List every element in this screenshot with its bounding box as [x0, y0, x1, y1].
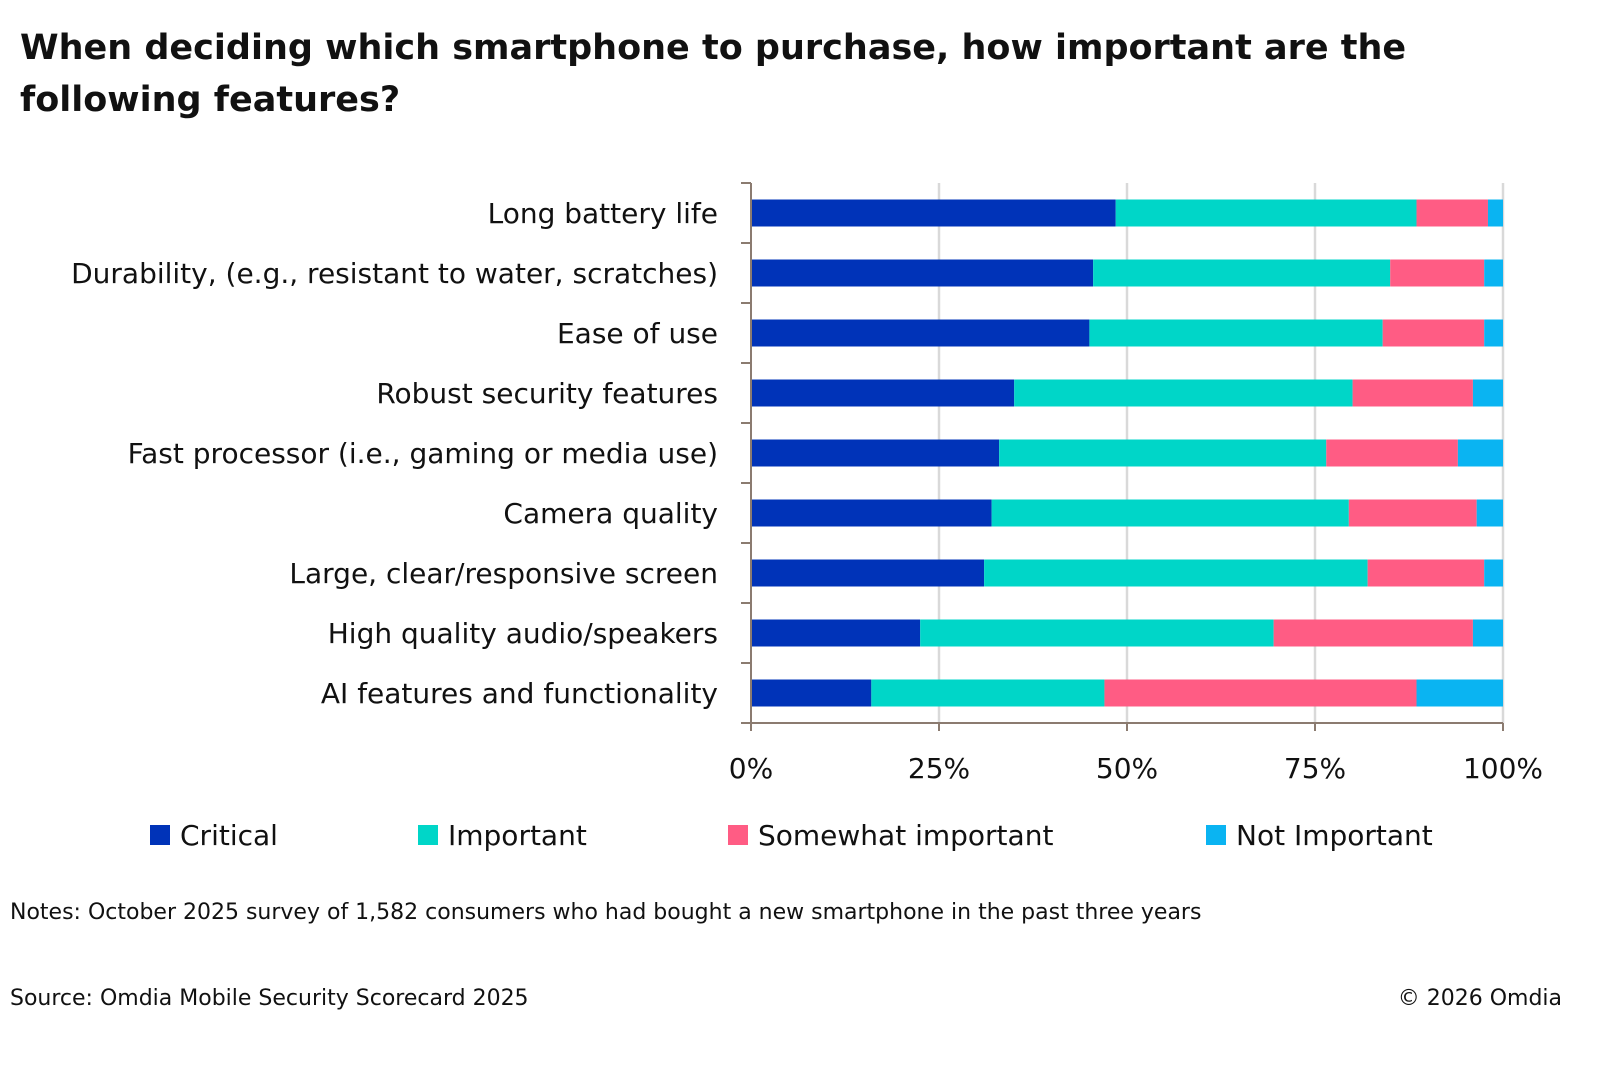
bar-critical-robust-security-features: [751, 379, 1015, 407]
legend-item-critical: Critical: [150, 810, 278, 860]
chart-source: Source: Omdia Mobile Security Scorecard …: [10, 986, 529, 1011]
bar-somewhat-important-durability-e-g-resistant-to-water-scratches: [1390, 259, 1485, 287]
x-tick-label-0pct: 0%: [729, 752, 773, 785]
tick-labels: 0% 25% 50% 75% 100%: [729, 752, 1543, 785]
bar-not-important-fast-processor-i-e-gaming-or-media-use: [1457, 439, 1503, 467]
category-label-long-battery-life: Long battery life: [488, 197, 718, 230]
category-label-ease-of-use: Ease of use: [557, 317, 718, 350]
bar-important-camera-quality: [991, 499, 1349, 527]
bar-critical-large-clear-responsive-screen: [751, 559, 985, 587]
axes: [741, 182, 1504, 731]
bar-important-robust-security-features: [1014, 379, 1353, 407]
bar-critical-fast-processor-i-e-gaming-or-media-use: [751, 439, 1000, 467]
category-label-camera-quality: Camera quality: [503, 497, 718, 530]
bar-not-important-durability-e-g-resistant-to-water-scratches: [1484, 259, 1503, 287]
legend-swatch-somewhat-important: [728, 825, 748, 845]
bar-critical-ai-features-and-functionality: [751, 679, 872, 707]
legend: Critical Important Somewhat important No…: [0, 810, 1600, 860]
category-label-ai-features-and-functionality: AI features and functionality: [321, 677, 718, 710]
bar-important-large-clear-responsive-screen: [984, 559, 1368, 587]
bar-critical-high-quality-audio-speakers: [751, 619, 921, 647]
legend-item-not-important: Not Important: [1206, 810, 1433, 860]
bar-not-important-high-quality-audio-speakers: [1472, 619, 1503, 647]
bars: [751, 199, 1503, 707]
category-label-fast-processor-i-e-gaming-or-media-use: Fast processor (i.e., gaming or media us…: [128, 437, 718, 470]
category-label-high-quality-audio-speakers: High quality audio/speakers: [328, 617, 718, 650]
category-label-large-clear-responsive-screen: Large, clear/responsive screen: [289, 557, 718, 590]
copyright-notice: © 2026 Omdia: [1397, 986, 1562, 1011]
legend-swatch-important: [418, 825, 438, 845]
bar-critical-durability-e-g-resistant-to-water-scratches: [751, 259, 1094, 287]
bar-important-durability-e-g-resistant-to-water-scratches: [1093, 259, 1391, 287]
category-label-durability-e-g-resistant-to-water-scratches: Durability, (e.g., resistant to water, s…: [71, 257, 718, 290]
bar-not-important-ai-features-and-functionality: [1416, 679, 1503, 707]
bar-important-ai-features-and-functionality: [871, 679, 1105, 707]
legend-label-critical: Critical: [180, 818, 278, 852]
bar-somewhat-important-high-quality-audio-speakers: [1273, 619, 1473, 647]
bar-not-important-long-battery-life: [1487, 199, 1503, 227]
chart-plot: Long battery life Durability, (e.g., resi…: [71, 182, 1543, 785]
bar-somewhat-important-fast-processor-i-e-gaming-or-media-use: [1326, 439, 1458, 467]
chart-notes: Notes: October 2025 survey of 1,582 cons…: [10, 900, 1202, 925]
legend-label-somewhat-important: Somewhat important: [758, 818, 1054, 852]
category-labels: Long battery life Durability, (e.g., resi…: [71, 197, 718, 710]
bar-not-important-robust-security-features: [1472, 379, 1503, 407]
category-label-robust-security-features: Robust security features: [376, 377, 718, 410]
chart-title: When deciding which smartphone to purcha…: [20, 28, 1407, 120]
x-tick-label-50pct: 50%: [1096, 752, 1158, 785]
legend-label-important: Important: [448, 818, 587, 852]
bar-critical-long-battery-life: [751, 199, 1116, 227]
bar-somewhat-important-ai-features-and-functionality: [1104, 679, 1417, 707]
bar-important-long-battery-life: [1115, 199, 1417, 227]
x-tick-label-25pct: 25%: [908, 752, 970, 785]
bar-critical-camera-quality: [751, 499, 992, 527]
legend-label-not-important: Not Important: [1236, 818, 1433, 852]
bar-important-high-quality-audio-speakers: [920, 619, 1274, 647]
x-tick-label-100pct: 100%: [1463, 752, 1543, 785]
legend-swatch-not-important: [1206, 825, 1226, 845]
bar-somewhat-important-ease-of-use: [1382, 319, 1485, 347]
legend-swatch-critical: [150, 825, 170, 845]
bar-not-important-ease-of-use: [1484, 319, 1503, 347]
bar-not-important-camera-quality: [1476, 499, 1503, 527]
bar-not-important-large-clear-responsive-screen: [1484, 559, 1503, 587]
x-tick-label-75pct: 75%: [1284, 752, 1346, 785]
legend-item-somewhat-important: Somewhat important: [728, 810, 1053, 860]
bar-critical-ease-of-use: [751, 319, 1090, 347]
bar-somewhat-important-camera-quality: [1348, 499, 1477, 527]
bar-somewhat-important-robust-security-features: [1352, 379, 1473, 407]
bar-somewhat-important-large-clear-responsive-screen: [1367, 559, 1485, 587]
legend-item-important: Important: [418, 810, 587, 860]
bar-somewhat-important-long-battery-life: [1416, 199, 1488, 227]
bar-important-ease-of-use: [1089, 319, 1383, 347]
bar-important-fast-processor-i-e-gaming-or-media-use: [999, 439, 1327, 467]
